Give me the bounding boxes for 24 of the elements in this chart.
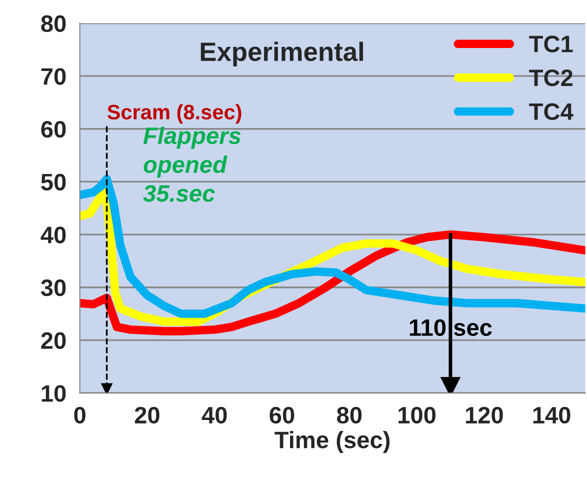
x-tick-label: 60 [270,406,294,424]
y-tick-label: 80 [41,15,66,32]
x-axis-title: Time (sec) [274,430,390,453]
x-tick-label: 140 [533,406,570,424]
x-tick-label: 0 [74,406,86,424]
y-tick-label: 20 [41,332,66,349]
y-tick-label: 40 [40,226,66,244]
y-tick-label: 10 [42,385,66,402]
y-tick-label: 60 [41,120,66,138]
text: Experimental [200,42,363,66]
ref-line-label: Scram (8.sec) [107,104,242,124]
x-tick-label: 40 [202,406,227,424]
x-tick-label: 80 [337,406,362,424]
x-tick-label: 100 [398,406,436,424]
y-tick-label: 70 [41,68,66,85]
legend-label: TC2 [529,69,572,86]
ref-line-label: 110 sec [410,319,492,336]
x-tick-label: 20 [134,406,160,424]
y-tick-label: 30 [40,279,66,296]
y-tick-label: 50 [41,174,66,190]
legend-label: TC4 [529,103,574,120]
annotation: Flappers opened 35.sec [143,126,241,202]
legend-label: TC1 [529,36,573,52]
x-tick-label: 120 [466,406,503,424]
